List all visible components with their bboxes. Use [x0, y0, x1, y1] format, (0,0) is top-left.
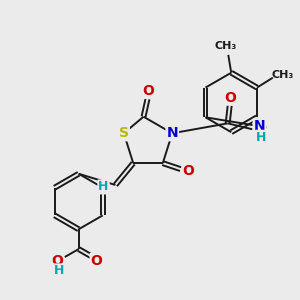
Text: N: N: [254, 119, 265, 133]
Text: O: O: [51, 254, 63, 268]
Text: O: O: [142, 84, 154, 98]
Text: O: O: [183, 164, 194, 178]
Text: CH₃: CH₃: [272, 70, 294, 80]
Text: N: N: [167, 126, 178, 140]
Text: H: H: [256, 131, 267, 144]
Text: H: H: [98, 181, 109, 194]
Text: O: O: [91, 254, 102, 268]
Text: H: H: [54, 264, 64, 278]
Text: CH₃: CH₃: [214, 41, 236, 51]
Text: S: S: [119, 126, 129, 140]
Text: O: O: [225, 91, 237, 105]
